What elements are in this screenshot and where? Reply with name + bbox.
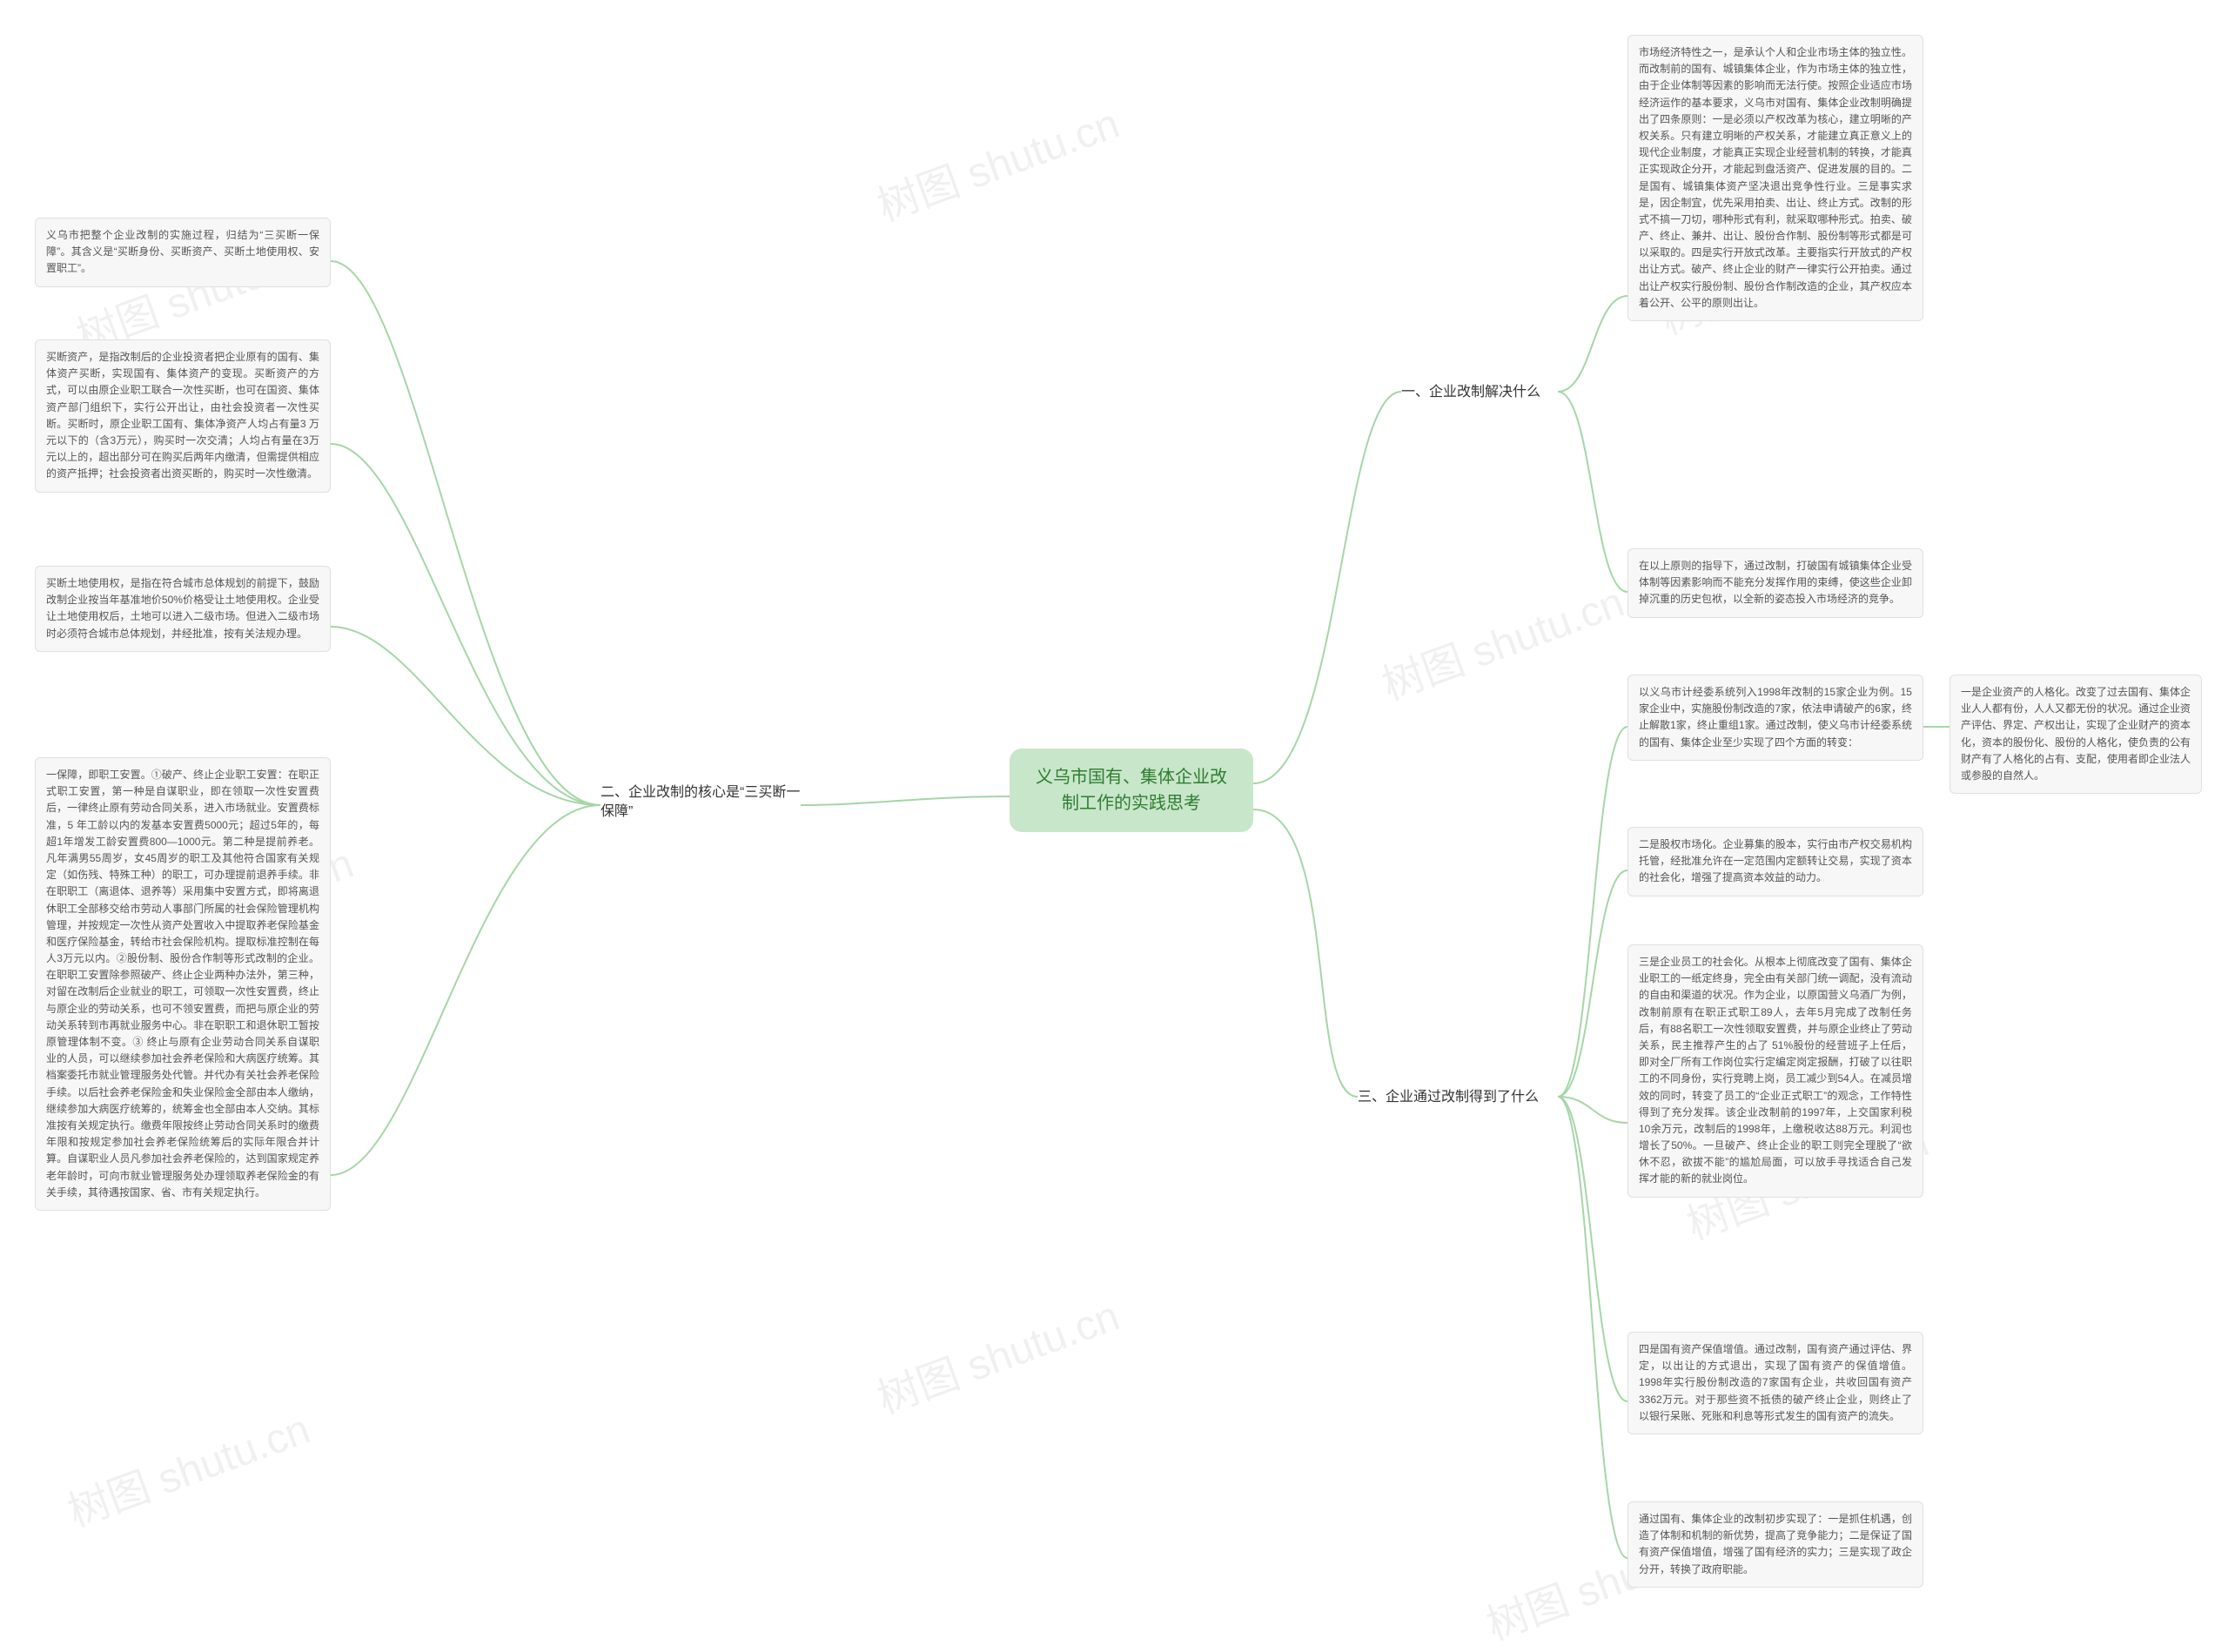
watermark-4: 树图 shutu.cn xyxy=(1372,567,1631,711)
leaf-l3a[interactable]: 以义乌市计经委系统列入1998年改制的15家企业为例。15家企业中，实施股份制改… xyxy=(1627,675,1923,761)
center-title-line1: 义乌市国有、集体企业改 xyxy=(1030,764,1232,790)
leaf-l3c[interactable]: 三是企业员工的社会化。从根本上彻底改变了国有、集体企业职工的一纸定终身，完全由有… xyxy=(1627,944,1923,1198)
branch-3-label[interactable]: 三、企业通过改制得到了什么 xyxy=(1358,1088,1539,1107)
leaf-l2[interactable]: 在以上原则的指导下，通过改制，打破国有城镇集体企业受体制等因素影响而不能充分发挥… xyxy=(1627,548,1923,618)
branch-2-label[interactable]: 二、企业改制的核心是“三买断一保障” xyxy=(601,783,801,823)
center-title-line2: 制工作的实践思考 xyxy=(1030,790,1232,816)
leaf-l2c[interactable]: 买断土地使用权，是指在符合城市总体规划的前提下，鼓励改制企业按当年基准地价50%… xyxy=(35,566,331,652)
leaf-l3b[interactable]: 二是股权市场化。企业募集的股本，实行由市产权交易机构托管，经批准允许在一定范围内… xyxy=(1627,827,1923,897)
mindmap-center[interactable]: 义乌市国有、集体企业改 制工作的实践思考 xyxy=(1010,749,1253,832)
leaf-l1[interactable]: 市场经济特性之一，是承认个人和企业市场主体的独立性。而改制前的国有、城镇集体企业… xyxy=(1627,35,1923,321)
leaf-l3d[interactable]: 四是国有资产保值增值。通过改制，国有资产通过评估、界定，以出让的方式退出，实现了… xyxy=(1627,1332,1923,1434)
branch-1-label[interactable]: 一、企业改制解决什么 xyxy=(1401,383,1540,402)
leaf-l2a[interactable]: 义乌市把整个企业改制的实施过程，归结为“三买断一保障”。其含义是“买断身份、买断… xyxy=(35,218,331,287)
watermark-6: 树图 shutu.cn xyxy=(868,1281,1126,1425)
leaf-l3e[interactable]: 通过国有、集体企业的改制初步实现了：一是抓住机遇，创造了体制和机制的新优势，提高… xyxy=(1627,1501,1923,1588)
leaf-l2d[interactable]: 一保障，即职工安置。①破产、终止企业职工安置：在职正式职工安置，第一种是自谋职业… xyxy=(35,757,331,1211)
leaf-l3a-sub[interactable]: 一是企业资产的人格化。改变了过去国有、集体企业人人都有份，人人又都无份的状况。通… xyxy=(1950,675,2202,794)
watermark-1: 树图 shutu.cn xyxy=(868,89,1126,232)
watermark-5: 树图 shutu.cn xyxy=(58,1394,317,1538)
leaf-l2b[interactable]: 买断资产，是指改制后的企业投资者把企业原有的国有、集体资产买断，实现国有、集体资… xyxy=(35,339,331,493)
